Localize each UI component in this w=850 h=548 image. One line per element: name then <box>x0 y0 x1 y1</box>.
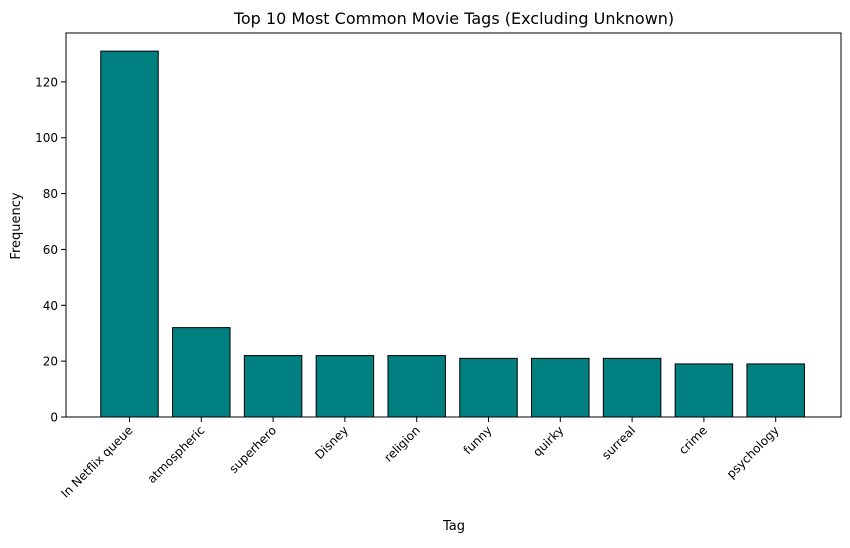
bar-superhero <box>243 355 303 418</box>
y-tick-label: 80 <box>43 187 58 201</box>
bar-quirky <box>531 357 590 418</box>
bar-funny <box>459 357 518 418</box>
x-tick-label: In Netflix queue <box>58 423 135 500</box>
bar-in-netflix-queue <box>100 50 159 418</box>
x-axis: In Netflix queue atmospheric superhero Disn… <box>58 417 782 501</box>
y-tick-label: 100 <box>35 131 58 145</box>
y-tick-label: 120 <box>35 75 58 89</box>
x-tick-label: surreal <box>599 423 638 462</box>
x-tick-label: Disney <box>312 423 351 462</box>
bar-religion <box>387 355 446 418</box>
y-tick-label: 0 <box>50 411 58 425</box>
y-tick-label: 20 <box>43 355 58 369</box>
bar-disney <box>315 355 375 418</box>
x-tick-label: crime <box>676 423 710 457</box>
x-tick-label: atmospheric <box>145 423 208 486</box>
x-tick-label: funny <box>461 423 495 457</box>
x-tick-label: superhero <box>226 423 279 476</box>
bar-atmospheric <box>172 327 231 418</box>
y-tick-label: 40 <box>43 299 58 313</box>
x-tick-label: religion <box>381 423 422 464</box>
bar-surreal <box>602 357 662 418</box>
y-axis: 0 20 40 60 80 100 120 <box>35 75 66 425</box>
chart-title: Top 10 Most Common Movie Tags (Excluding… <box>233 9 674 28</box>
y-tick-label: 60 <box>43 243 58 257</box>
x-axis-label: Tag <box>442 519 465 534</box>
bar-psychology <box>746 363 805 418</box>
x-tick-label: quirky <box>530 423 566 459</box>
plot-frame <box>65 32 842 418</box>
bar-crime <box>674 363 734 418</box>
x-tick-label: psychology <box>724 423 782 481</box>
bars-group <box>100 50 805 418</box>
y-axis-label: Frequency <box>9 192 24 259</box>
